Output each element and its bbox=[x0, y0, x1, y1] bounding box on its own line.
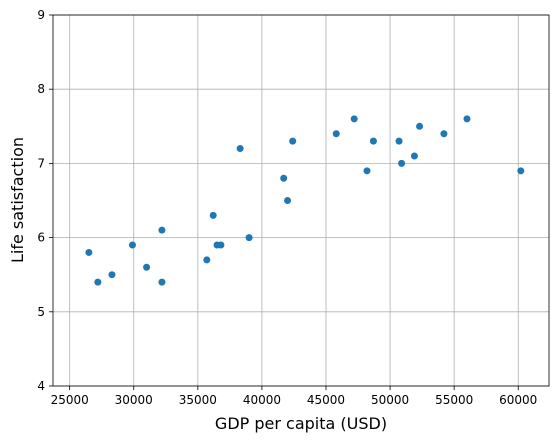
data-point bbox=[128, 241, 136, 249]
data-point bbox=[398, 159, 406, 167]
y-tick-label: 5 bbox=[37, 305, 45, 319]
data-point bbox=[158, 278, 166, 286]
x-tick-label: 50000 bbox=[371, 393, 409, 407]
data-point bbox=[410, 152, 418, 160]
y-tick-label: 4 bbox=[37, 379, 45, 393]
data-point bbox=[94, 278, 102, 286]
y-tick-label: 8 bbox=[37, 82, 45, 96]
data-point bbox=[217, 241, 225, 249]
x-axis-label: GDP per capita (USD) bbox=[215, 414, 387, 433]
data-point bbox=[440, 130, 448, 138]
x-tick-label: 45000 bbox=[307, 393, 345, 407]
data-point bbox=[350, 115, 358, 123]
plot-frame bbox=[52, 14, 550, 387]
data-point bbox=[158, 226, 166, 234]
data-point bbox=[395, 137, 403, 145]
data-point bbox=[108, 271, 116, 279]
data-point bbox=[332, 130, 340, 138]
data-point bbox=[369, 137, 377, 145]
data-point bbox=[463, 115, 471, 123]
x-tick-label: 55000 bbox=[435, 393, 473, 407]
grid-lines bbox=[53, 14, 549, 387]
y-tick-label: 7 bbox=[37, 156, 45, 170]
y-axis-label: Life satisfaction bbox=[8, 137, 27, 263]
data-point bbox=[284, 197, 292, 204]
x-tick-label: 40000 bbox=[243, 393, 281, 407]
x-tick-label: 25000 bbox=[51, 393, 89, 407]
data-point bbox=[416, 122, 424, 130]
data-point bbox=[363, 167, 371, 175]
y-tick-label: 6 bbox=[37, 231, 45, 245]
x-tick-label: 35000 bbox=[179, 393, 217, 407]
data-point bbox=[236, 145, 244, 153]
data-point bbox=[203, 256, 211, 264]
data-point bbox=[85, 248, 93, 256]
y-tick-label: 9 bbox=[37, 8, 45, 22]
data-point bbox=[517, 167, 525, 175]
x-tick-label: 30000 bbox=[115, 393, 153, 407]
axis-ticks: 25000 30000 35000 40000 45000 50000 55000 60000… bbox=[37, 8, 537, 407]
data-point bbox=[289, 137, 297, 145]
data-point bbox=[280, 174, 288, 182]
data-point bbox=[245, 234, 253, 242]
x-tick-label: 60000 bbox=[499, 393, 537, 407]
data-points bbox=[85, 115, 525, 286]
data-point bbox=[209, 211, 217, 219]
data-point bbox=[143, 263, 151, 271]
